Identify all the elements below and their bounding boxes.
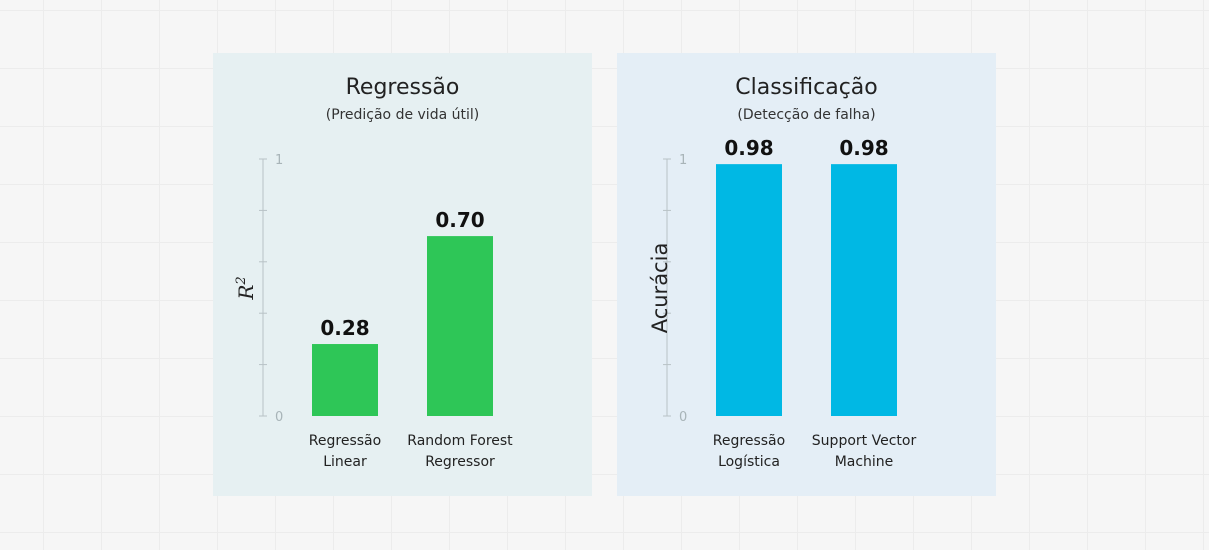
y-tick-label-max: 1 (275, 153, 283, 168)
y-tick-label-min: 0 (275, 410, 283, 425)
bar (427, 236, 493, 416)
regression-panel: Regressão (Predição de vida útil) 1 0 R2 0.… (213, 53, 592, 496)
classification-panel: Classificação (Detecção de falha) 1 0 Acur… (617, 53, 996, 496)
category-label: Linear (323, 454, 367, 470)
classification-bar-chart: 1 0 Acurácia 0.98 Regressão Logística 0.98 Supp… (648, 136, 917, 470)
category-label: Regressão (309, 433, 381, 449)
regression-title: Regressão (345, 75, 460, 100)
category-label: Random Forest (407, 433, 513, 449)
category-label: Regressor (425, 454, 495, 470)
bar-value-label: 0.98 (724, 136, 773, 160)
y-tick-label-min: 0 (679, 410, 687, 425)
y-axis-label: R2 (234, 276, 258, 300)
bar (716, 164, 782, 416)
bar-value-label: 0.28 (320, 316, 369, 340)
bar-value-label: 0.70 (435, 208, 484, 232)
bar (312, 344, 378, 416)
category-label: Support Vector (812, 433, 917, 449)
category-label: Logística (718, 454, 780, 470)
classification-subtitle: (Detecção de falha) (737, 107, 876, 123)
bar-value-label: 0.98 (839, 136, 888, 160)
category-label: Regressão (713, 433, 785, 449)
regression-bar-chart: 1 0 R2 0.28 Regressão Linear 0.70 Random Forest… (234, 153, 513, 470)
y-axis-label: Acurácia (648, 243, 672, 334)
regression-subtitle: (Predição de vida útil) (325, 107, 480, 123)
category-label: Machine (835, 454, 894, 470)
classification-title: Classificação (735, 75, 878, 100)
bar (831, 164, 897, 416)
y-tick-label-max: 1 (679, 153, 687, 168)
